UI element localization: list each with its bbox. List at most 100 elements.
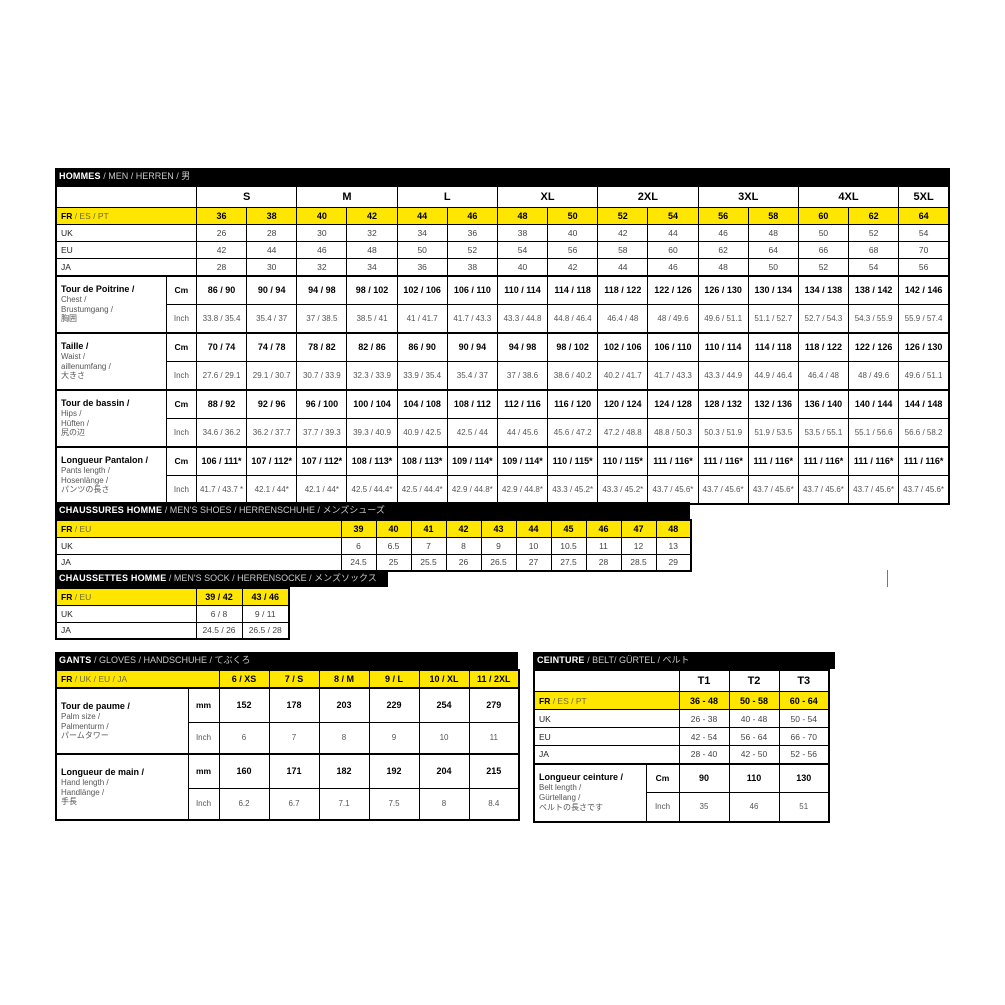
- value-cell: 35.4 / 37: [446, 361, 498, 390]
- men-shoes-table-body: FR / EU 39 40 41 42 43 44 45 46 47 48 UK 6 6.5 7 8 9 10 10…: [55, 519, 692, 572]
- value-cell: 26: [195, 224, 248, 242]
- men-sizes-table-header: HOMMES / MEN / HERREN / 男: [55, 168, 950, 185]
- measure-label-line: Waist /: [61, 351, 86, 361]
- size-cell: 46: [585, 519, 622, 538]
- value-cell: 120 / 124: [597, 388, 649, 419]
- value-cell: 215: [468, 753, 520, 789]
- men-socks-table-header: CHAUSSETTES HOMME / MEN'S SOCK / HERRENS…: [55, 570, 388, 587]
- value-cell: 104 / 108: [396, 388, 448, 419]
- row-label: EU: [533, 727, 680, 746]
- size-cell: 44: [515, 519, 552, 538]
- value-cell: 56.6 / 58.2: [898, 418, 950, 447]
- size-cell: 62: [848, 207, 900, 225]
- size-system-label-primary: FR: [61, 591, 73, 602]
- value-cell: 54: [496, 241, 549, 259]
- measure-label-line: 大きさ: [61, 371, 85, 381]
- value-cell: 124 / 128: [647, 388, 699, 419]
- value-cell: 86 / 90: [195, 274, 248, 305]
- value-cell: 6 / 8: [195, 604, 243, 623]
- value-cell: 86 / 90: [396, 331, 448, 362]
- value-cell: 12: [620, 536, 657, 555]
- size-cell: 38: [246, 207, 298, 225]
- value-cell: 36.2 / 37.7: [246, 418, 298, 447]
- value-cell: 111 / 116*: [647, 445, 699, 476]
- value-cell: 48: [697, 258, 749, 276]
- value-cell: 42.1 / 44*: [296, 475, 348, 504]
- value-cell: 11: [585, 536, 622, 555]
- men-sizes-grid: S M L XL 2XL 3XL 4XL 5XL FR / ES / PT 36 38 40 42 44 4…: [55, 185, 950, 505]
- value-cell: 171: [268, 753, 320, 789]
- men-shoes-title-translations: / MEN'S SHOES / HERRENSCHUHE / メンズシューズ: [162, 505, 385, 515]
- value-cell: 107 / 112*: [246, 445, 298, 476]
- size-cell: 48: [496, 207, 549, 225]
- size-cell: 36: [195, 207, 248, 225]
- size-cell: 7 / S: [268, 669, 320, 689]
- men-socks-table: CHAUSSETTES HOMME / MEN'S SOCK / HERRENS…: [55, 570, 388, 640]
- size-cell: 42: [445, 519, 482, 538]
- value-cell: 51.9 / 53.5: [747, 418, 799, 447]
- measure-label-line: Palmenturm /: [61, 721, 109, 731]
- size-group-cell: XL: [496, 185, 599, 208]
- value-cell: 116 / 120: [547, 388, 599, 419]
- value-cell: 28: [246, 224, 298, 242]
- row-label: UK: [55, 536, 342, 555]
- measure-label-line: 手長: [61, 797, 77, 807]
- value-cell: 128 / 132: [697, 388, 749, 419]
- size-cell: 44: [396, 207, 448, 225]
- size-system-label: FR / EU: [55, 519, 342, 538]
- value-cell: 109 / 114*: [496, 445, 549, 476]
- value-cell: 38.5 / 41: [346, 304, 398, 333]
- men-socks-title: CHAUSSETTES HOMME: [59, 573, 167, 583]
- measure-label-line: パームタワー: [61, 731, 109, 741]
- measure-label: Tour de Poitrine / Chest / Brustumgang / 胸囲: [55, 274, 167, 333]
- value-cell: 35.4 / 37: [246, 304, 298, 333]
- value-cell: 33.9 / 35.4: [396, 361, 448, 390]
- value-cell: 34: [396, 224, 448, 242]
- value-cell: 48 / 49.6: [848, 361, 900, 390]
- value-cell: 114 / 118: [547, 274, 599, 305]
- value-cell: 126 / 130: [697, 274, 749, 305]
- value-cell: 152: [218, 687, 270, 723]
- size-group-cell: 2XL: [597, 185, 699, 208]
- gloves-title: GANTS: [59, 655, 92, 665]
- measure-label-line: aillenumfang /: [61, 361, 111, 371]
- value-cell: 106 / 110: [647, 331, 699, 362]
- value-cell: 11: [468, 721, 520, 755]
- row-label: JA: [55, 553, 342, 572]
- measure-label-line: 尻の辺: [61, 428, 85, 438]
- value-cell: 107 / 112*: [296, 445, 348, 476]
- size-system-label: FR / ES / PT: [533, 691, 680, 710]
- value-cell: 203: [318, 687, 370, 723]
- measure-label: Taille / Waist / aillenumfang / 大きさ: [55, 331, 167, 390]
- belt-table: CEINTURE / BELT/ GÜRTEL / ベルト T1 T2 T3 FR /…: [533, 652, 835, 823]
- value-cell: 50: [747, 258, 799, 276]
- value-cell: 94 / 98: [296, 274, 348, 305]
- value-cell: 110: [728, 762, 780, 793]
- value-cell: 46.4 / 48: [597, 304, 649, 333]
- value-cell: 43.7 / 45.6*: [697, 475, 749, 504]
- size-cell: 46: [446, 207, 498, 225]
- value-cell: 50.3 / 51.9: [697, 418, 749, 447]
- value-cell: 118 / 122: [797, 331, 850, 362]
- value-cell: 30.7 / 33.9: [296, 361, 348, 390]
- measure-label: Longueur Pantalon / Pants length / Hosenlä…: [55, 445, 167, 504]
- value-cell: 90 / 94: [446, 331, 498, 362]
- value-cell: 60: [647, 241, 699, 259]
- size-cell: 60 - 64: [778, 691, 830, 710]
- value-cell: 27.6 / 29.1: [195, 361, 248, 390]
- men-shoes-title: CHAUSSURES HOMME: [59, 505, 163, 515]
- value-cell: 43.7 / 45.6*: [848, 475, 900, 504]
- unit-label: Inch: [165, 475, 197, 504]
- size-cell: 45: [550, 519, 587, 538]
- value-cell: 36: [396, 258, 448, 276]
- value-cell: 42: [195, 241, 248, 259]
- measure-label-line: Hosenlänge /: [61, 475, 109, 485]
- value-cell: 24.5 / 26: [195, 621, 243, 640]
- unit-label: Inch: [187, 787, 220, 821]
- value-cell: 24.5: [340, 553, 377, 572]
- value-cell: 6: [340, 536, 377, 555]
- value-cell: 88 / 92: [195, 388, 248, 419]
- value-cell: 46: [728, 792, 780, 822]
- value-cell: 108 / 112: [446, 388, 498, 419]
- unit-label: Inch: [165, 361, 197, 390]
